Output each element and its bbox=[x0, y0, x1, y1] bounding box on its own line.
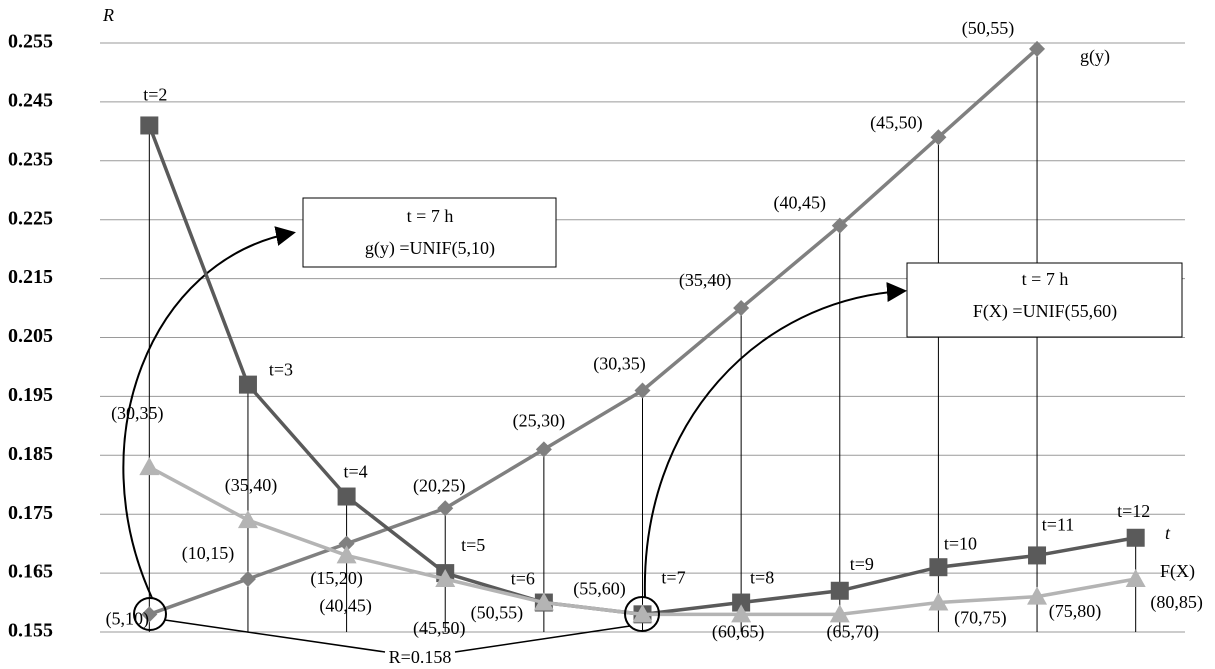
annotation-circle bbox=[624, 596, 660, 632]
point-label: (55,60) bbox=[573, 578, 626, 599]
grid: 0.155 0.165 0.175 0.185 0.195 0.205 0.215 0.225… bbox=[8, 31, 1185, 642]
point bbox=[238, 375, 257, 394]
point-label: t=7 bbox=[661, 567, 685, 587]
series-label: g(y) bbox=[1080, 46, 1110, 67]
point bbox=[237, 510, 258, 529]
annotation-arrow bbox=[122, 226, 296, 599]
annotation-box bbox=[302, 197, 557, 268]
point bbox=[830, 581, 849, 600]
point-label: (50,55) bbox=[471, 603, 524, 624]
point-label: (60,65) bbox=[712, 621, 765, 642]
point-label: (5,10) bbox=[106, 608, 150, 629]
point bbox=[435, 568, 456, 587]
y-tick-label: 0.165 bbox=[8, 561, 53, 583]
annotation-text: R=0.158 bbox=[389, 647, 452, 667]
y-tick-label: 0.225 bbox=[8, 207, 53, 229]
y-tick-label: 0.175 bbox=[8, 502, 53, 524]
annotation-circle bbox=[133, 597, 167, 631]
point-label: (20,25) bbox=[413, 475, 466, 496]
point bbox=[139, 457, 160, 476]
annotation-text: t = 7 h bbox=[1022, 269, 1069, 289]
point-label: t=11 bbox=[1042, 515, 1074, 535]
point bbox=[1125, 568, 1146, 587]
annotation-arrow bbox=[643, 282, 907, 599]
point-label: (70,75) bbox=[954, 608, 1007, 629]
point bbox=[733, 300, 750, 317]
point bbox=[1029, 40, 1046, 57]
point bbox=[337, 487, 356, 506]
annotation-text: F(X) =UNIF(55,60) bbox=[973, 301, 1117, 322]
point-label: (80,85) bbox=[1150, 592, 1203, 613]
point-label: t=6 bbox=[511, 569, 535, 589]
point-label: (30,35) bbox=[111, 403, 164, 424]
point-label: t=12 bbox=[1117, 501, 1150, 521]
point-label: (25,30) bbox=[513, 411, 566, 432]
point bbox=[1028, 546, 1047, 565]
point-label: t=2 bbox=[143, 85, 167, 105]
y-tick-label: 0.245 bbox=[8, 89, 53, 111]
annotation-text: t = 7 h bbox=[407, 206, 454, 226]
point-label: t=5 bbox=[461, 535, 485, 555]
point bbox=[336, 545, 357, 564]
point-label: (10,15) bbox=[182, 543, 235, 564]
point bbox=[533, 592, 554, 611]
point bbox=[634, 382, 651, 399]
series-line bbox=[148, 47, 1039, 616]
y-tick-label: 0.195 bbox=[8, 384, 53, 406]
point-label: (30,35) bbox=[593, 354, 646, 375]
annotation-text: g(y) =UNIF(5,10) bbox=[365, 238, 495, 259]
point bbox=[437, 500, 454, 517]
point bbox=[1126, 528, 1145, 547]
point bbox=[929, 558, 948, 577]
point-label: t=3 bbox=[269, 360, 293, 380]
point bbox=[535, 441, 552, 458]
point-label: (15,20) bbox=[310, 568, 363, 589]
point bbox=[731, 604, 752, 623]
point bbox=[829, 604, 850, 623]
point bbox=[141, 606, 158, 623]
point-label: (40,45) bbox=[319, 596, 372, 617]
point bbox=[930, 129, 947, 146]
y-axis-label: R bbox=[102, 5, 114, 25]
y-tick-label: 0.185 bbox=[8, 443, 53, 465]
point-label: t=10 bbox=[944, 533, 977, 553]
point-label: (50,55) bbox=[962, 18, 1015, 39]
y-tick-label: 0.255 bbox=[8, 31, 53, 53]
point-label: (35,40) bbox=[679, 270, 732, 291]
point bbox=[632, 604, 653, 623]
point-label: t=4 bbox=[344, 462, 368, 482]
y-tick-label: 0.205 bbox=[8, 325, 53, 347]
point-label: (75,80) bbox=[1049, 601, 1102, 622]
point bbox=[831, 217, 848, 234]
y-tick-label: 0.155 bbox=[8, 620, 53, 642]
point-label: (45,50) bbox=[870, 112, 923, 133]
point bbox=[338, 535, 355, 552]
series: (5,10) (10,15) (15,20) (20,25) (25,30) (30,35… bbox=[106, 18, 1203, 642]
point bbox=[732, 593, 751, 612]
point bbox=[140, 116, 159, 135]
series-label: t bbox=[1165, 523, 1171, 543]
point-label: (40,45) bbox=[774, 193, 827, 214]
y-tick-label: 0.215 bbox=[8, 266, 53, 288]
point bbox=[1027, 586, 1048, 605]
point-label: t=9 bbox=[850, 554, 874, 574]
point-label: (65,70) bbox=[827, 621, 880, 642]
series-label: F(X) bbox=[1160, 561, 1195, 582]
point-label: t=8 bbox=[750, 568, 774, 588]
point-label: (35,40) bbox=[225, 475, 278, 496]
y-tick-label: 0.235 bbox=[8, 148, 53, 170]
point bbox=[239, 570, 256, 587]
annotation-line bbox=[164, 619, 386, 653]
point-label: (45,50) bbox=[413, 618, 466, 639]
point bbox=[928, 592, 949, 611]
annotation-line bbox=[454, 625, 631, 653]
annotation-box bbox=[906, 262, 1183, 338]
